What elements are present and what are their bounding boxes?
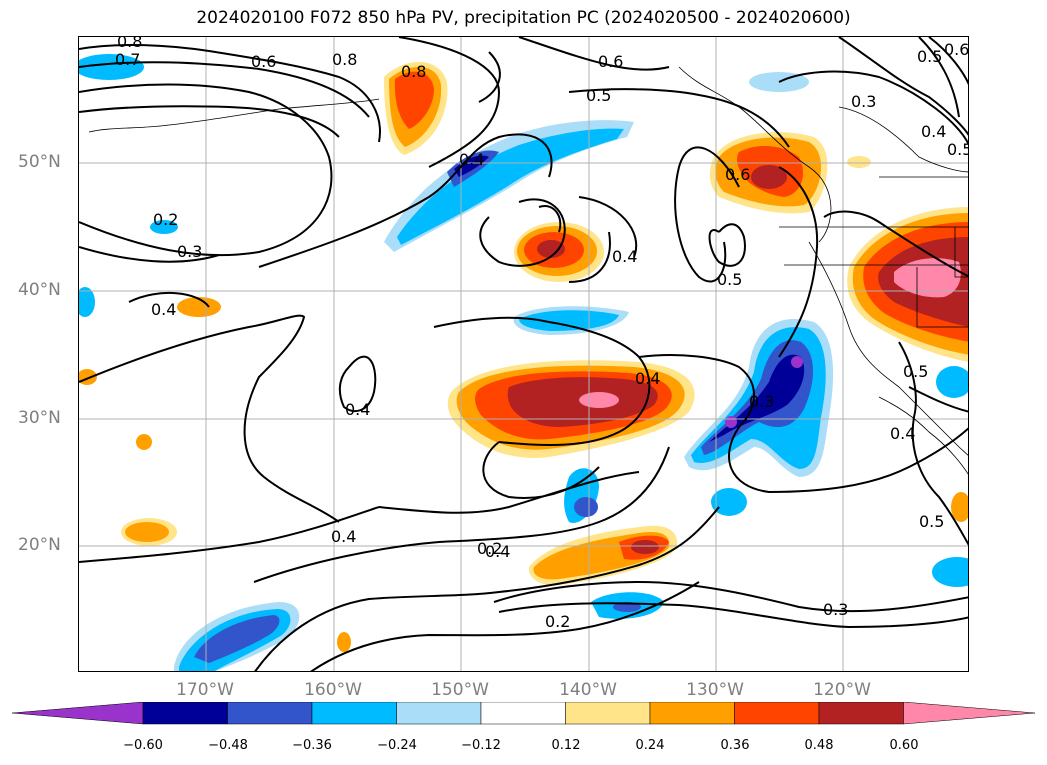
contour-label: 0.4 — [345, 400, 370, 419]
colorbar-bin — [311, 702, 397, 725]
longitude-label: 170°W — [176, 680, 234, 700]
latitude-label: 40°N — [18, 280, 61, 300]
pv-contours — [79, 37, 968, 671]
contour-label: 0.5 — [586, 86, 611, 105]
contour-label: 0.4 — [921, 122, 946, 141]
contour-label: 0.5 — [947, 140, 969, 159]
colorbar-tick-label: −0.12 — [461, 738, 501, 753]
colorbar-bin — [227, 702, 313, 725]
contour-label: 0.4 — [459, 150, 484, 169]
longitude-label: 160°W — [304, 680, 362, 700]
map-panel: 0.8 0.7 0.6 0.8 0.8 0.6 0.5 0.3 0.5 0.6 … — [78, 36, 969, 672]
colorbar-bin — [818, 702, 904, 725]
colorbar-extend-max — [903, 702, 1036, 725]
colorbar-tick-label: 0.48 — [804, 738, 834, 753]
colorbar-bin — [396, 702, 482, 725]
precipitation-shading — [79, 54, 968, 671]
contour-label: 0.4 — [485, 542, 510, 561]
contour-label: 0.6 — [725, 165, 750, 184]
map-title: 2024020100 F072 850 hPa PV, precipitatio… — [196, 8, 851, 28]
latitude-label: 30°N — [18, 408, 61, 428]
colorbar-extend-min — [11, 702, 144, 725]
colorbar-tick-label: 0.36 — [720, 738, 750, 753]
contour-label: 0.8 — [117, 37, 142, 51]
contour-label: 0.8 — [401, 62, 426, 81]
contour-label: 0.4 — [151, 300, 176, 319]
contour-label: 0.3 — [851, 92, 876, 111]
colorbar-tick-label: −0.24 — [377, 738, 417, 753]
contour-label: 0.5 — [919, 512, 944, 531]
contour-label: 0.3 — [749, 392, 774, 411]
contour-label: 0.2 — [153, 210, 178, 229]
contour-label: 0.3 — [823, 600, 848, 619]
latitude-label: 50°N — [18, 152, 61, 172]
contour-label: 0.3 — [177, 242, 202, 261]
contour-label: 0.5 — [917, 47, 942, 66]
contour-label: 0.2 — [477, 539, 502, 558]
latitude-label: 20°N — [18, 535, 61, 555]
contour-label: 0.4 — [635, 369, 660, 388]
contour-label: 0.5 — [717, 270, 742, 289]
colorbar-tick-label: 0.60 — [889, 738, 919, 753]
contour-label: 0.5 — [903, 362, 928, 381]
contour-label: 0.4 — [331, 527, 356, 546]
longitude-label: 150°W — [431, 680, 489, 700]
contour-label: 0.4 — [612, 247, 637, 266]
colorbar-tick-label: −0.36 — [292, 738, 332, 753]
contour-label: 0.6 — [251, 52, 276, 71]
longitude-label: 120°W — [813, 680, 871, 700]
colorbar-bin — [565, 702, 651, 725]
coastlines — [88, 66, 968, 475]
colorbar-tick-label: 0.24 — [635, 738, 665, 753]
longitude-label: 140°W — [559, 680, 617, 700]
contour-label: 0.7 — [115, 50, 140, 69]
colorbar-bin — [480, 702, 566, 725]
colorbar-tick-label: 0.12 — [551, 738, 581, 753]
contour-label: 0.2 — [545, 612, 570, 631]
colorbar-tick-label: −0.60 — [123, 738, 163, 753]
contour-label: 0.8 — [332, 50, 357, 69]
colorbar-bin — [734, 702, 820, 725]
colorbar-bin — [142, 702, 228, 725]
contour-label: 0.6 — [944, 40, 969, 59]
contour-label: 0.6 — [598, 52, 623, 71]
contour-labels: 0.8 0.7 0.6 0.8 0.8 0.6 0.5 0.3 0.5 0.6 … — [115, 37, 969, 631]
contour-label: 0.4 — [890, 424, 915, 443]
colorbar-tick-label: −0.48 — [208, 738, 248, 753]
colorbar — [11, 702, 1036, 725]
longitude-label: 130°W — [686, 680, 744, 700]
map-canvas: 0.8 0.7 0.6 0.8 0.8 0.6 0.5 0.3 0.5 0.6 … — [79, 37, 969, 671]
colorbar-bin — [649, 702, 735, 725]
